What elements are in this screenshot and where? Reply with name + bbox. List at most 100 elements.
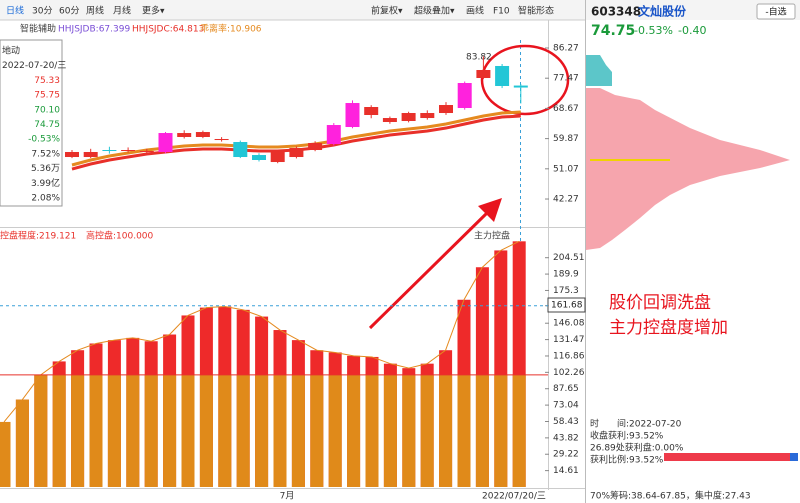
candle-body <box>102 150 117 152</box>
info-line: 75.33 <box>34 76 60 86</box>
candle-body <box>345 103 360 128</box>
tab[interactable]: 日线 <box>6 5 24 17</box>
assist-label: 智能辅助 <box>20 23 56 35</box>
chip-info: 时 间:2022-07-20 <box>590 418 682 430</box>
bar-base <box>420 374 434 487</box>
bar-base <box>402 374 416 487</box>
candle-body <box>289 148 304 158</box>
candle-body <box>65 151 79 158</box>
chip-info: 26.89处获利盘:0.00% <box>590 442 684 454</box>
y-tick-label: 29.22 <box>553 450 579 460</box>
y-tick-label: 59.87 <box>553 134 579 144</box>
bar-base <box>107 374 121 487</box>
legend-entry: HHJSJDB:67.399 <box>58 25 130 35</box>
y-tick-label: 146.08 <box>553 319 585 329</box>
candle-body <box>252 155 266 160</box>
tool[interactable]: 画线 <box>466 5 484 17</box>
legend-entry: 乖离率:10.906 <box>200 23 262 35</box>
y-tick-label: 175.3 <box>553 286 579 296</box>
chip-info: 收盘获利:93.52% <box>590 430 664 442</box>
y-tick-label: 51.07 <box>553 164 579 174</box>
watch-button[interactable] <box>756 3 796 20</box>
candle-body <box>513 85 528 88</box>
x-label: 2022/07/20/三 <box>482 492 546 502</box>
stock-code: 603348 <box>591 5 641 19</box>
candle-body <box>233 142 248 158</box>
toolbar-bg <box>0 0 800 20</box>
y-tick-label: 43.82 <box>553 433 579 443</box>
bar-base <box>163 374 177 487</box>
bar-base <box>52 374 66 487</box>
legend-entry: 高控盘:100.000 <box>86 230 154 242</box>
arrow <box>368 210 490 330</box>
y-tick-label: 87.65 <box>553 384 579 394</box>
tab[interactable]: 60分 <box>59 6 79 17</box>
candle-body <box>270 151 285 163</box>
info-line: 地动 <box>2 45 20 57</box>
candle-body <box>83 151 98 158</box>
info-line: 5.36万 <box>31 164 60 174</box>
tool[interactable]: F10 <box>493 7 510 17</box>
candle-body <box>439 105 453 114</box>
candle-body <box>382 118 397 123</box>
candle-body <box>121 150 136 152</box>
info-line: -0.53% <box>28 135 60 145</box>
candle-body <box>195 132 210 138</box>
legend-entry: 控盘程度:219.121 <box>0 230 76 242</box>
chip-info: 70%筹码:38.64-67.85，集中度:27.43 <box>590 490 751 502</box>
change-pct: -0.53% <box>634 24 673 37</box>
annotation: 主力控盘度增加 <box>609 318 728 338</box>
cursor-label-box <box>547 297 586 313</box>
candle-body <box>495 65 510 86</box>
highlight-circle <box>480 44 570 116</box>
chip-distribution <box>586 88 790 250</box>
tool[interactable]: 前复权▾ <box>371 5 403 17</box>
y-tick-label: 116.86 <box>553 351 585 361</box>
chip-info: 获利比例:93.52% <box>590 454 664 466</box>
candle-body <box>214 138 229 141</box>
legend-entry: HHJSJDC:64.813 <box>132 25 204 35</box>
bar-base <box>475 374 489 487</box>
y-tick-label: 14.61 <box>553 466 579 476</box>
tab[interactable]: 30分 <box>32 6 52 17</box>
bar-base <box>383 374 397 487</box>
candle-body <box>401 113 416 122</box>
bar-base <box>439 374 453 487</box>
bar-base <box>34 374 48 487</box>
arrow-head <box>478 198 502 222</box>
y-tick-label: 189.9 <box>553 270 579 280</box>
tab[interactable]: 周线 <box>86 5 104 17</box>
stock-name: 文灿股份 <box>638 4 687 19</box>
info-line: 74.75 <box>34 120 60 130</box>
cursor-value: 161.68 <box>551 301 583 311</box>
y-tick-label: 77.47 <box>553 74 579 84</box>
profit-bar <box>790 453 798 461</box>
tool[interactable]: 超级叠加▾ <box>414 5 455 17</box>
tool[interactable]: 智能形态 <box>518 5 554 17</box>
candle-body <box>326 125 341 145</box>
y-tick-label: 86.27 <box>553 44 579 54</box>
tab[interactable]: 更多▾ <box>142 5 165 17</box>
watch-label[interactable]: -自选 <box>765 6 786 18</box>
y-tick-label: 68.67 <box>553 104 579 114</box>
trend-line <box>3 240 520 423</box>
bar-base <box>0 421 11 487</box>
bar-base <box>181 374 195 487</box>
bar-base <box>199 374 213 487</box>
price: 74.75 <box>591 23 635 39</box>
bar-base <box>365 374 379 487</box>
bar-base <box>291 374 305 487</box>
candle-body <box>158 133 173 152</box>
panel-label: 主力控盘 <box>474 230 510 242</box>
y-tick-label: 204.51 <box>553 253 585 263</box>
chip-distribution <box>586 55 612 86</box>
profit-bar <box>664 453 790 461</box>
tab[interactable]: 月线 <box>113 5 131 17</box>
info-box <box>0 39 63 207</box>
change: -0.40 <box>678 24 706 37</box>
y-tick-label: 58.43 <box>553 417 579 427</box>
candle-body <box>420 113 435 119</box>
bar-base <box>89 374 103 487</box>
ma-line <box>71 114 521 171</box>
